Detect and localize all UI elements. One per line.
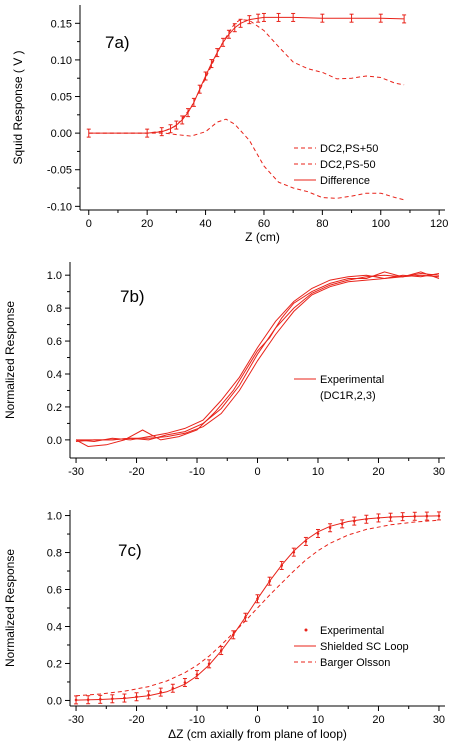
x-tick-label: 30	[433, 466, 445, 478]
y-tick-label: 0.2	[47, 658, 62, 670]
y-axis-label: Squid Response ( V )	[11, 50, 25, 164]
x-tick-label: -30	[68, 714, 84, 726]
y-tick-label: -0.10	[47, 201, 72, 213]
legend: DC2,PS+50 DC2,PS-50 Difference	[294, 143, 378, 187]
x-tick-label: -20	[129, 466, 145, 478]
series-line-2	[75, 515, 440, 701]
chart-panel-2: -30 -20 -10 0 10 20 30 0.0 0.2 0.4 0.6 0.8 1.0 Normal…	[3, 262, 445, 478]
x-tick-label: 0	[86, 218, 92, 230]
y-tick-label: 0.8	[47, 548, 62, 560]
series-line-4	[76, 274, 440, 441]
legend-label: Barger Olsson	[320, 657, 390, 669]
x-tick-label: 30	[433, 714, 445, 726]
x-axis-label: ΔZ (cm axially from plane of loop)	[168, 727, 347, 741]
legend-label: DC2,PS-50	[320, 159, 376, 171]
series-line-2	[88, 118, 405, 201]
y-axis-label: Normalized Response	[3, 549, 17, 667]
x-tick-label: -20	[129, 714, 145, 726]
y-axis-label: Normalized Response	[3, 301, 17, 419]
y-tick-label: 0.10	[51, 55, 72, 67]
legend: Experimental (DC1R,2,3)	[294, 374, 384, 402]
chart-panel-3: -30 -20 -10 0 10 20 30 0.0 0.2 0.4 0.6 0.8 1.0 Normal…	[3, 510, 445, 741]
x-tick-label: -10	[189, 714, 205, 726]
y-tick-label: 0.4	[47, 621, 62, 633]
x-tick-label: 80	[316, 218, 328, 230]
legend-marker	[304, 628, 308, 632]
x-tick-label: 0	[254, 466, 260, 478]
legend-label: (DC1R,2,3)	[320, 390, 376, 402]
y-tick-label: 1.0	[47, 270, 62, 282]
y-tick-label: 0.6	[47, 336, 62, 348]
x-tick-label: -10	[189, 466, 205, 478]
panel-label: 7a)	[105, 33, 130, 52]
y-tick-label: 0.0	[47, 695, 62, 707]
y-tick-label: 0.6	[47, 585, 62, 597]
series-line-3	[75, 519, 440, 697]
x-tick-label: 0	[254, 714, 260, 726]
y-tick-label: 1.0	[47, 511, 62, 523]
y-tick-label: 0.4	[47, 369, 62, 381]
x-tick-label: 10	[312, 714, 324, 726]
legend-label: Experimental	[320, 625, 384, 637]
y-tick-label: 0.05	[51, 92, 72, 104]
series-line-1	[88, 19, 405, 134]
x-tick-label: -30	[68, 466, 84, 478]
y-tick-label: 0.8	[47, 303, 62, 315]
legend-label: Experimental	[320, 374, 384, 386]
panel-label: 7b)	[120, 287, 145, 306]
x-tick-label: 10	[312, 466, 324, 478]
y-tick-label: -0.05	[47, 165, 72, 177]
legend-label: Shielded SC Loop	[320, 641, 409, 653]
x-tick-label: 40	[199, 218, 211, 230]
x-tick-label: 60	[258, 218, 270, 230]
legend-label: Difference	[320, 175, 370, 187]
y-tick-label: 0.0	[47, 435, 62, 447]
x-tick-label: 20	[141, 218, 153, 230]
series-line-3	[88, 16, 405, 134]
y-tick-label: 0.15	[51, 18, 72, 30]
y-tick-label: 0.00	[51, 128, 72, 140]
x-tick-label: 120	[430, 218, 448, 230]
x-tick-label: 100	[372, 218, 390, 230]
legend-label: DC2,PS+50	[320, 143, 378, 155]
series-line-3	[75, 273, 440, 443]
panel-label: 7c)	[118, 541, 142, 560]
x-tick-label: 20	[372, 466, 384, 478]
x-tick-label: 20	[372, 714, 384, 726]
legend: Experimental Shielded SC Loop Barger Olsso…	[294, 625, 409, 669]
chart-panel-1: 0 20 40 60 80 100 120 -0.10 -0.05 0.00 0.05 0.10 0.1…	[11, 5, 448, 244]
x-axis-label: Z (cm)	[245, 230, 280, 244]
y-tick-label: 0.2	[47, 402, 62, 414]
